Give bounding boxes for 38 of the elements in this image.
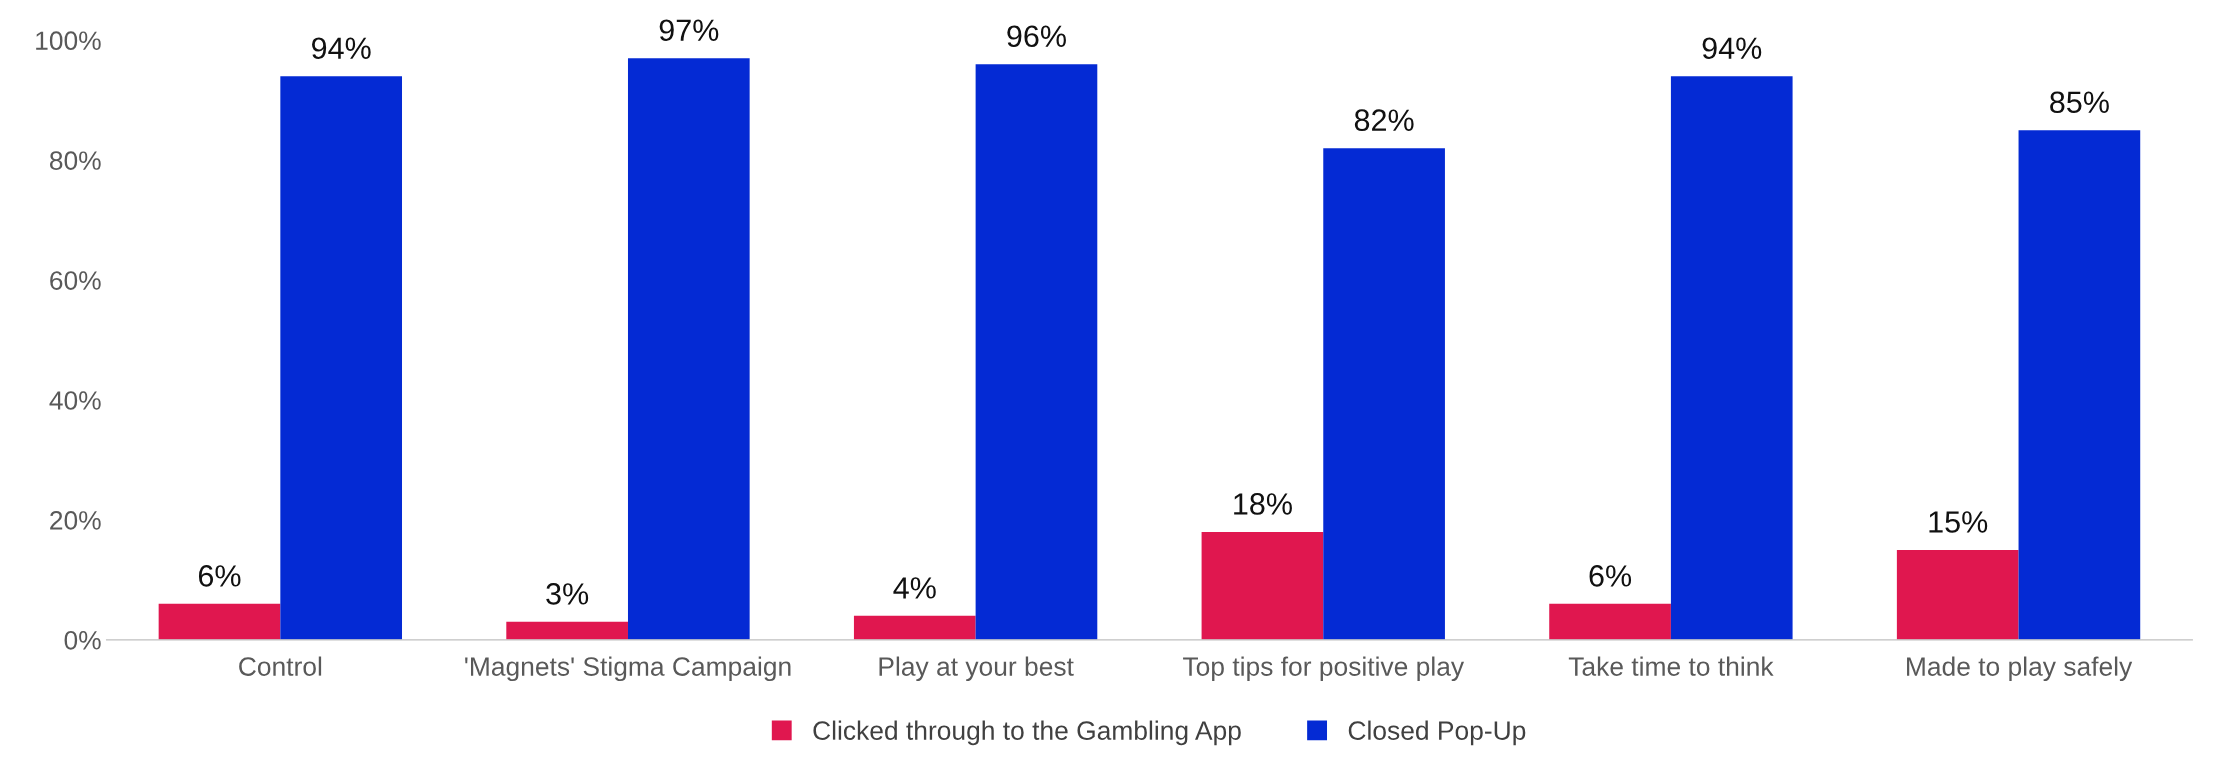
data-label: 94% bbox=[312, 37, 371, 60]
y-tick-label: 0% bbox=[64, 630, 101, 650]
bar bbox=[280, 76, 403, 640]
data-label: 97% bbox=[659, 19, 719, 42]
y-tick-label: 20% bbox=[50, 511, 101, 530]
data-label: 94% bbox=[1702, 37, 1762, 60]
x-tick-label: Control bbox=[239, 656, 322, 676]
y-tick-label: 80% bbox=[49, 151, 101, 170]
bar bbox=[1670, 76, 1793, 640]
y-tick-label: 100% bbox=[36, 31, 101, 51]
x-tick-label: Made to play safely bbox=[1907, 656, 2133, 682]
bar bbox=[975, 64, 1098, 640]
data-label: 96% bbox=[1007, 25, 1066, 48]
bar bbox=[1896, 549, 2019, 640]
bar bbox=[627, 58, 750, 640]
data-label: 82% bbox=[1354, 109, 1414, 132]
bar bbox=[1549, 603, 1671, 640]
x-tick-label: Play at your best bbox=[879, 656, 1074, 682]
bar bbox=[853, 615, 976, 640]
legend-label: Closed Pop-Up bbox=[1348, 720, 1526, 746]
x-tick-label: 'Magnets' Stigma Campaign bbox=[465, 656, 791, 682]
data-label: 6% bbox=[1589, 565, 1632, 587]
data-label: 18% bbox=[1234, 493, 1292, 515]
x-tick-label: Top tips for positive play bbox=[1183, 656, 1465, 682]
legend-label: Clicked through to the Gambling App bbox=[813, 720, 1241, 746]
y-tick-label: 60% bbox=[50, 271, 101, 290]
bar bbox=[158, 603, 281, 640]
data-label: 15% bbox=[1929, 511, 1988, 533]
bar bbox=[1201, 531, 1324, 640]
bar bbox=[2018, 130, 2141, 640]
data-label: 85% bbox=[2050, 91, 2109, 114]
data-label: 4% bbox=[893, 577, 936, 599]
bar bbox=[1323, 148, 1445, 640]
data-label: 3% bbox=[546, 583, 589, 605]
x-tick-label: Take time to think bbox=[1568, 656, 1774, 676]
data-label: 6% bbox=[198, 565, 241, 587]
y-tick-label: 40% bbox=[49, 391, 101, 410]
bar bbox=[506, 621, 628, 640]
